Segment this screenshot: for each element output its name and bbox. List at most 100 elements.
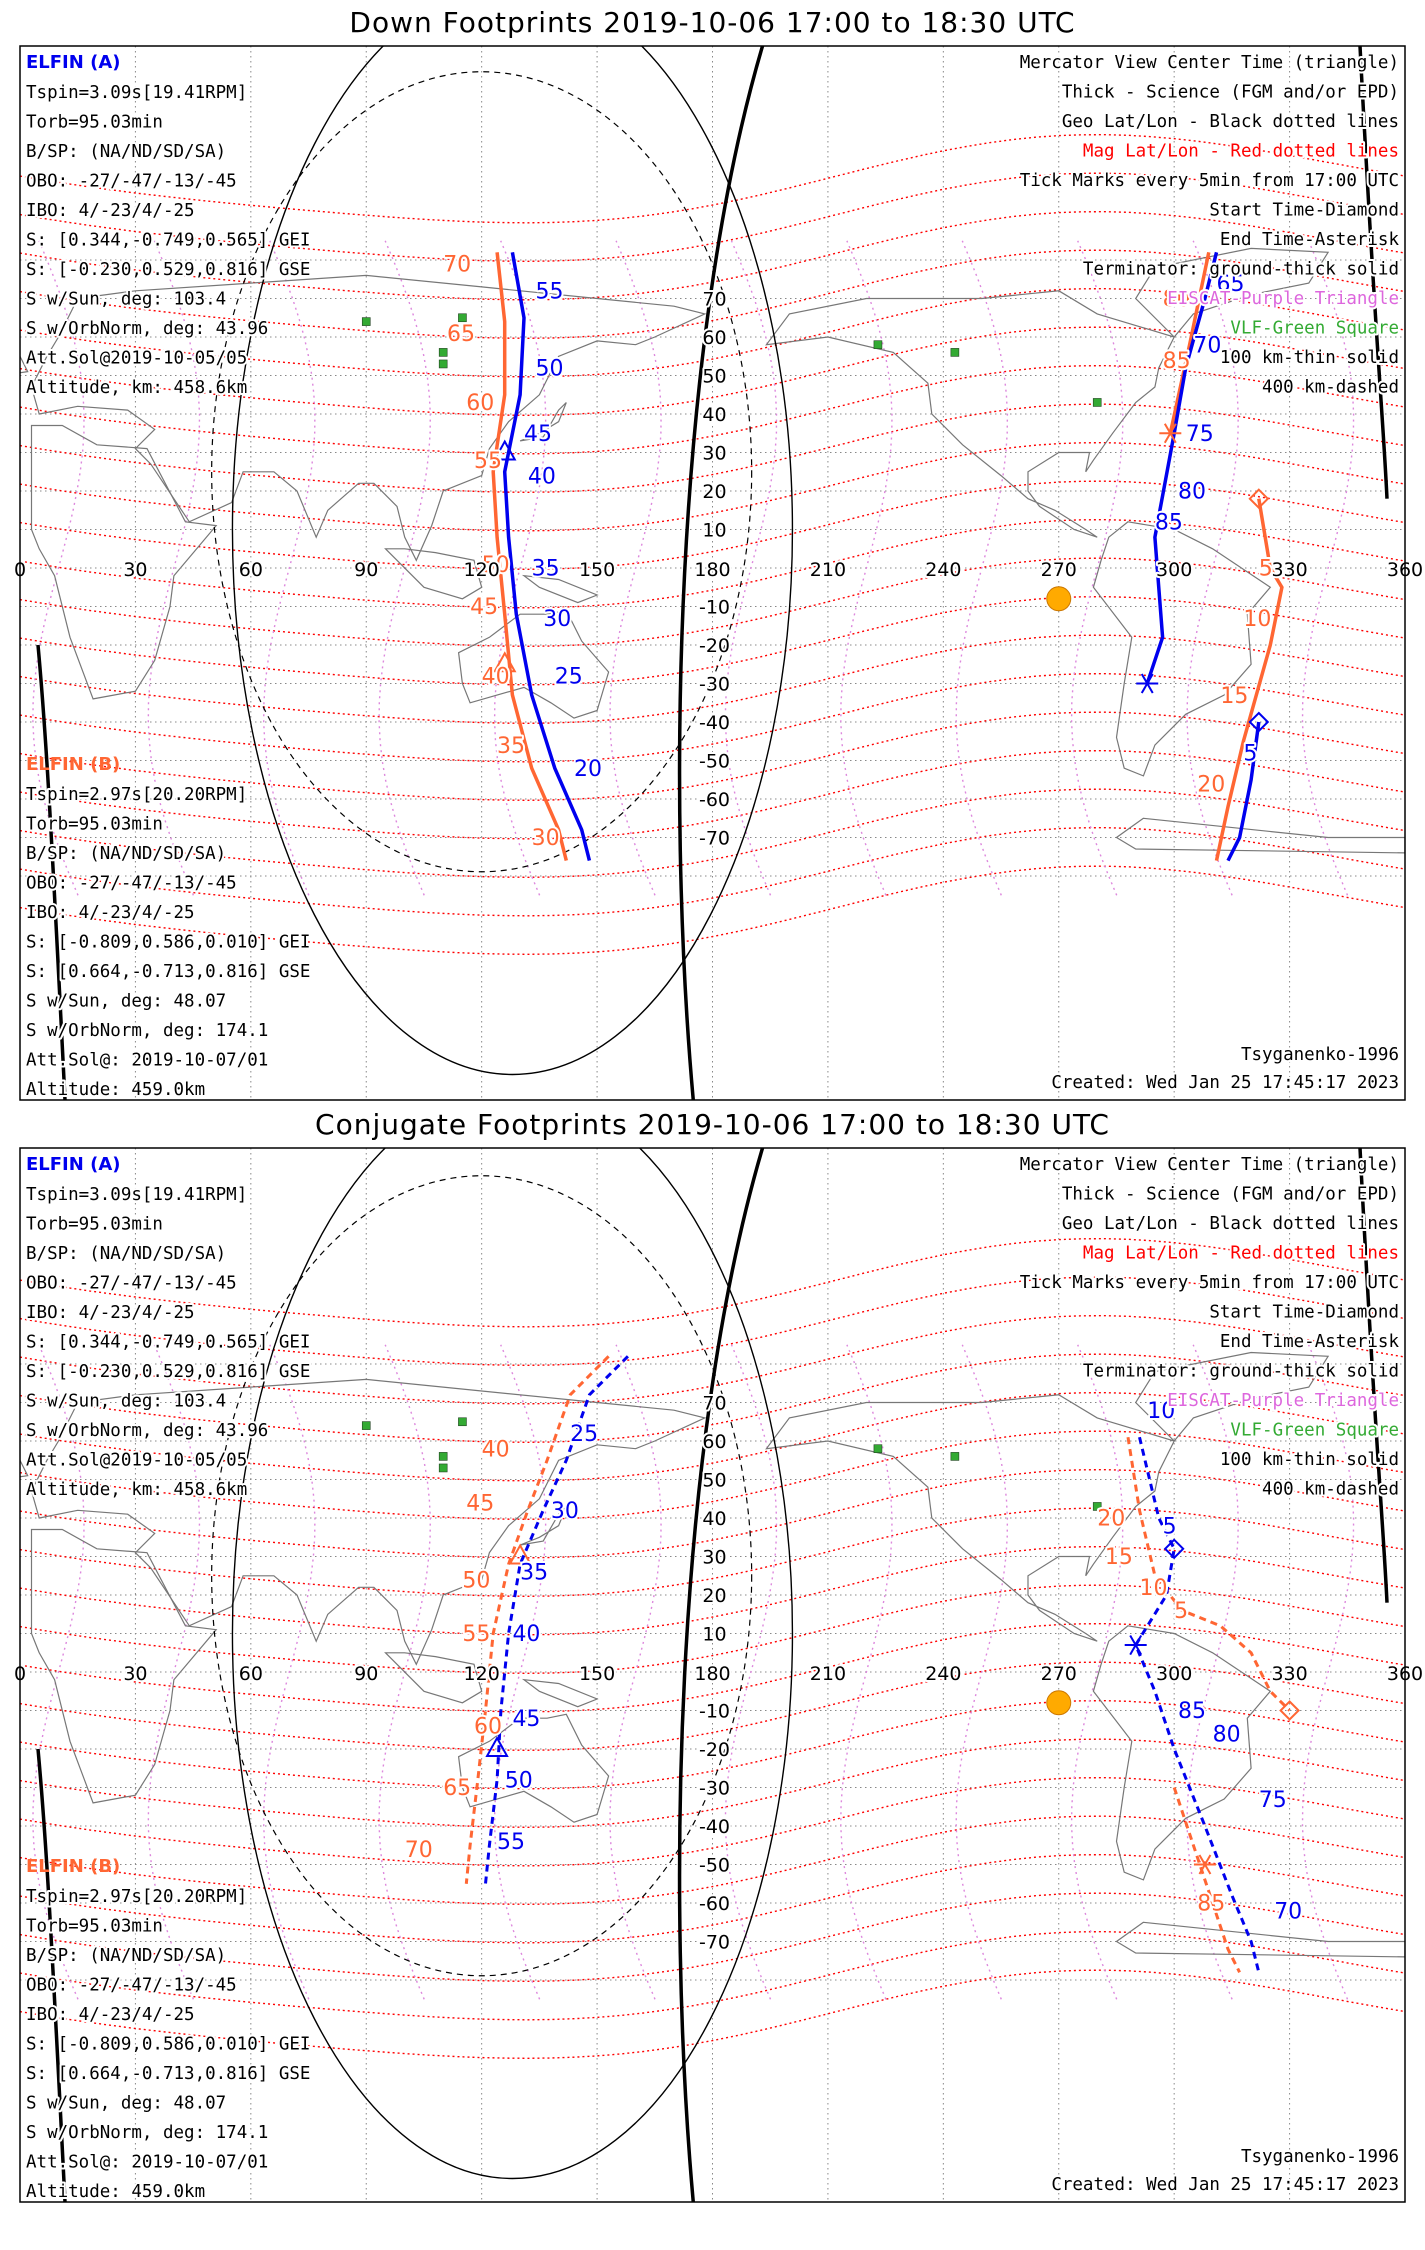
lon-tick-label: 210 [810, 1663, 846, 1685]
elfin-a-info-line: Att.Sol@2019-10-05/05 [26, 1451, 247, 1471]
elfin-b-info-line: S w/Sun, deg: 48.07 [26, 2094, 226, 2114]
track-tick-label: 40 [482, 665, 510, 690]
created-timestamp: Created: Wed Jan 25 17:45:17 2023 [1051, 1073, 1399, 1093]
map-area: 2530354045505540455055606570105858075702… [20, 1148, 1405, 2202]
track-tick-label: 60 [474, 1715, 502, 1740]
mag-lon-line [493, 240, 547, 896]
legend-entry: Mercator View Center Time (triangle) [1020, 53, 1399, 73]
legend-entry: Thick - Science (FGM and/or EPD) [1062, 1185, 1399, 1205]
track-tick-label: 40 [528, 464, 556, 489]
vlf-green-square [1092, 1502, 1102, 1511]
lon-tick-label: 90 [354, 1663, 378, 1685]
track-tick-label: 30 [551, 1499, 579, 1524]
vlf-green-square [361, 1421, 371, 1430]
track-tick-label: 80 [1178, 480, 1206, 505]
legend-entry: Terminator: ground-thick solid [1083, 260, 1399, 280]
lon-tick-label: 270 [1041, 559, 1077, 581]
track-tick-label: 55 [474, 449, 502, 474]
legend-entry: Mag Lat/Lon - Red dotted lines [1083, 142, 1399, 162]
mag-lon-line [147, 240, 201, 896]
lat-tick-label: -10 [699, 1701, 730, 1723]
lat-tick-label: -40 [699, 1816, 730, 1838]
lat-tick-label: -70 [699, 828, 730, 850]
mag-lat-line [20, 711, 1405, 802]
mag-lon-line [840, 240, 893, 896]
elfin-a-info-line: Att.Sol@2019-10-05/05 [26, 349, 247, 369]
lat-tick-label: 50 [702, 366, 726, 388]
legend-entry: Mag Lat/Lon - Red dotted lines [1083, 1244, 1399, 1264]
track-tick-label: 30 [543, 607, 571, 632]
elfin-b-heading: ELFIN (B) [26, 1856, 120, 1877]
lat-tick-label: 10 [702, 1624, 726, 1646]
center-triangle [508, 1543, 532, 1565]
track-tick-label: 75 [1186, 422, 1214, 447]
track-tick-label: 85 [1163, 349, 1191, 374]
sun-icon [1046, 1690, 1072, 1716]
legend-entry: Tick Marks every 5min from 17:00 UTC [1020, 171, 1399, 191]
elfin-b-track [1168, 251, 1211, 434]
track-tick-label: 20 [574, 757, 602, 782]
elfin-b-track [491, 252, 568, 862]
mag-lon-line [262, 240, 316, 896]
mag-lat-line [20, 518, 1405, 609]
track-tick-label: 5 [1163, 1514, 1177, 1539]
terminator-100km [231, 1148, 794, 2180]
track-tick-label: 55 [536, 280, 564, 305]
terminator-ground-east [1358, 46, 1389, 499]
coastline [1134, 1351, 1330, 1442]
mag-lat-line [20, 1969, 1405, 2060]
track-tick-label: 50 [462, 1568, 490, 1593]
elfin-b-info-line: S w/OrbNorm, deg: 174.1 [26, 1021, 268, 1041]
mag-lat-line [20, 1738, 1405, 1829]
elfin-b-info-line: B/SP: (NA/ND/SD/SA) [26, 1946, 226, 1966]
elfin-b-heading: ELFIN (B) [26, 754, 120, 775]
elfin-b-info-line: S: [-0.809,0.586,0.010] GEI [26, 2035, 310, 2055]
elfin-b-track [464, 1355, 610, 1884]
elfin-a-info-line: S: [0.344,-0.749,0.565] GEI [26, 1333, 310, 1353]
lat-tick-label: 30 [702, 1547, 726, 1569]
mag-lat-line [20, 1468, 1405, 1559]
elfin-a-info-line: Tspin=3.09s[19.41RPM] [26, 83, 247, 103]
elfin-b-track [1126, 1436, 1291, 1712]
lat-tick-label: -70 [699, 1932, 730, 1954]
mag-lon-line [609, 1344, 662, 2000]
track-tick-label: 50 [482, 553, 510, 578]
elfin-a-info-line: Torb=95.03min [26, 113, 163, 133]
elfin-b-info-line: B/SP: (NA/ND/SD/SA) [26, 844, 226, 864]
legend-entry: Tick Marks every 5min from 17:00 UTC [1020, 1273, 1399, 1293]
lat-tick-label: -30 [699, 674, 730, 696]
elfin-a-info-line: S w/OrbNorm, deg: 43.96 [26, 1421, 268, 1441]
lat-tick-label: -40 [699, 712, 730, 734]
mag-lat-line [20, 1815, 1405, 1906]
elfin-a-info-line: IBO: 4/-23/4/-25 [26, 201, 195, 221]
mag-lat-line [20, 865, 1405, 956]
track-tick-label: 60 [466, 391, 494, 416]
lat-tick-label: 70 [702, 1393, 726, 1415]
terminator-100km [231, 46, 794, 1076]
elfin-b-info-line: S w/OrbNorm, deg: 174.1 [26, 2123, 268, 2143]
mag-lat-line [20, 1237, 1405, 1328]
coastline [20, 1459, 29, 1478]
lat-tick-label: -30 [699, 1778, 730, 1800]
elfin-a-info-line: S w/Sun, deg: 103.4 [26, 290, 226, 310]
track-tick-label: 80 [1163, 287, 1191, 312]
mag-lon-line [955, 1344, 1009, 2000]
lon-tick-label: 180 [694, 1663, 730, 1685]
track-tick-label: 10 [1140, 1576, 1168, 1601]
start-diamond [1248, 488, 1270, 510]
coastline [30, 424, 218, 700]
elfin-b-info-line: Att.Sol@: 2019-10-07/01 [26, 2153, 268, 2173]
legend-entry: VLF-Green Square [1230, 1421, 1399, 1441]
terminator-ground [677, 46, 765, 1100]
mag-lat-line [20, 1276, 1405, 1367]
elfin-a-info-line: Altitude, km: 458.6km [26, 378, 247, 398]
mag-lat-line [20, 595, 1405, 686]
elfin-a-info-line: S: [-0.230,0.529,0.816] GSE [26, 260, 310, 280]
legend-entry: 400 km-dashed [1262, 1480, 1399, 1500]
center-triangle [485, 1735, 509, 1757]
legend-entry: Geo Lat/Lon - Black dotted lines [1062, 112, 1399, 132]
terminator-ground-east [1358, 1148, 1389, 1603]
track-tick-label: 65 [443, 1776, 471, 1801]
model-label: Tsyganenko-1996 [1241, 2147, 1399, 2167]
panel-title-down: Down Footprints 2019-10-06 17:00 to 18:3… [349, 6, 1076, 39]
